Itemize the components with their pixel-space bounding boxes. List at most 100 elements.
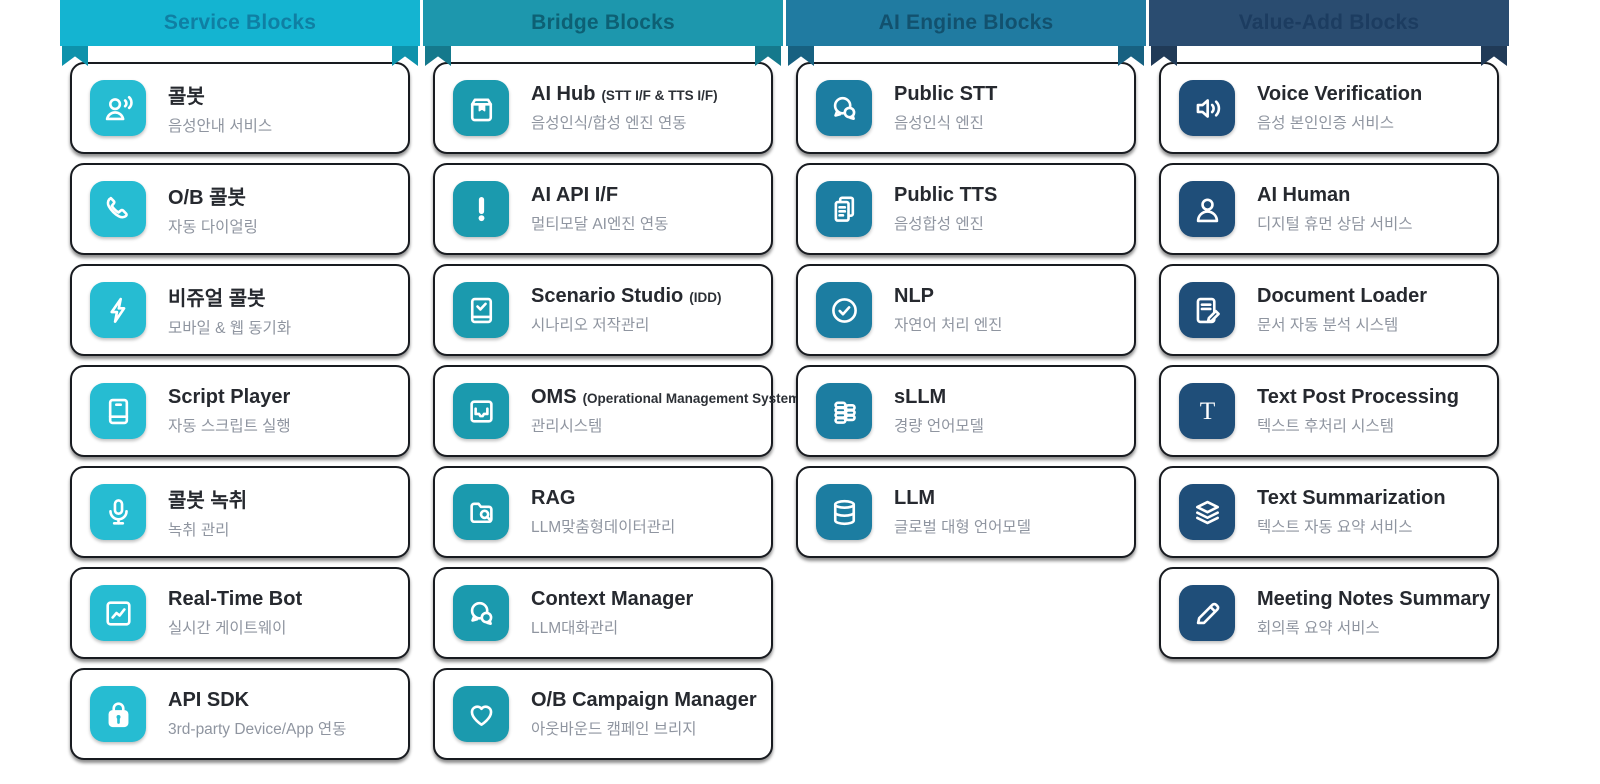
card-title-row: Text Summarization (1257, 487, 1446, 510)
card-subtitle: 녹취 관리 (168, 522, 230, 539)
agent-voice-icon (90, 80, 146, 136)
card-list: 콜봇 음성안내 서비스 O/B 콜봇 자동 다이얼링 비쥬얼 콜봇 모바일 & … (60, 62, 420, 760)
card-texts: O/B 콜봇 자동 다이얼링 (168, 181, 258, 237)
card-texts: Document Loader 문서 자동 분석 시스템 (1257, 285, 1427, 335)
card-subtitle: 경량 언어모델 (894, 418, 984, 435)
card-title: 콜봇 녹취 (168, 490, 248, 512)
card-list: Voice Verification 음성 본인인증 서비스 AI Human … (1149, 62, 1509, 659)
card: API SDK 3rd-party Device/App 연동 (70, 668, 410, 760)
checkbox-panel-icon (453, 282, 509, 338)
column-banner: Value-Add Blocks (1149, 0, 1509, 46)
card-title: Public STT (894, 83, 998, 105)
documents-icon (816, 181, 872, 237)
book-icon (90, 383, 146, 439)
card-title: Text Post Processing (1257, 386, 1459, 408)
chat-bubbles-icon (816, 80, 872, 136)
card-texts: 비쥬얼 콜봇 모바일 & 웹 동기화 (168, 282, 291, 338)
card-subtitle: 실시간 게이트웨이 (168, 620, 287, 637)
card-title-row: Public STT (894, 83, 997, 106)
card-texts: 콜봇 음성안내 서비스 (168, 80, 272, 136)
card: Meeting Notes Summary 회의록 요약 서비스 (1159, 567, 1499, 659)
card-list: Public STT 음성인식 엔진 Public TTS 음성합성 엔진 NL… (786, 62, 1146, 558)
card-subtitle: 자연어 처리 엔진 (894, 317, 1003, 334)
card-title-row: API SDK (168, 689, 346, 712)
card-subtitle: 음성안내 서비스 (168, 118, 273, 135)
card-texts: Text Post Processing 텍스트 후처리 시스템 (1257, 386, 1459, 436)
card-subtitle: 문서 자동 분석 시스템 (1257, 317, 1399, 334)
layers-icon (1179, 484, 1235, 540)
card-texts: LLM 글로벌 대형 언어모델 (894, 487, 1031, 537)
card-texts: O/B Campaign Manager 아웃바운드 캠페인 브리지 (531, 689, 757, 739)
card-texts: AI Hub (STT I/F & TTS I/F) 음성인식/합성 엔진 연동 (531, 83, 718, 133)
card-subtitle: 자동 다이얼링 (168, 219, 258, 236)
card-title-row: LLM (894, 487, 1031, 510)
card-title-suffix: (IDD) (689, 290, 722, 305)
card: LLM 글로벌 대형 언어모델 (796, 466, 1136, 558)
card-title: Text Summarization (1257, 487, 1446, 509)
card-texts: Meeting Notes Summary 회의록 요약 서비스 (1257, 588, 1490, 638)
lock-icon (90, 686, 146, 742)
card-texts: API SDK 3rd-party Device/App 연동 (168, 689, 346, 739)
column-banner-label: Service Blocks (163, 11, 317, 34)
card-texts: OMS (Operational Management System) 관리시스… (531, 386, 805, 436)
card: Text Summarization 텍스트 자동 요약 서비스 (1159, 466, 1499, 558)
card-title: 콜봇 (168, 86, 205, 108)
card-title: AI Hub (531, 83, 596, 105)
card-title-row: 콜봇 녹취 (168, 484, 247, 513)
card: AI Hub (STT I/F & TTS I/F) 음성인식/합성 엔진 연동 (433, 62, 773, 154)
card-texts: Context Manager LLM대화관리 (531, 588, 693, 638)
card-title-row: Meeting Notes Summary (1257, 588, 1490, 611)
letter-t-icon: T (1179, 383, 1235, 439)
card: AI API I/F 멀티모달 AI엔진 연동 (433, 163, 773, 255)
card-texts: Public STT 음성인식 엔진 (894, 83, 997, 133)
card-subtitle: 음성인식 엔진 (894, 115, 984, 132)
card-title-row: AI Hub (STT I/F & TTS I/F) (531, 83, 718, 106)
card-title: AI Human (1257, 184, 1351, 206)
card-title-row: AI API I/F (531, 184, 668, 207)
column-banner: AI Engine Blocks (786, 0, 1146, 46)
column-banner-label: Bridge Blocks (531, 11, 675, 34)
column-banner-label: Value-Add Blocks (1238, 11, 1420, 34)
column-banner: Bridge Blocks (423, 0, 783, 46)
pen-icon (1179, 585, 1235, 641)
card-texts: AI API I/F 멀티모달 AI엔진 연동 (531, 184, 668, 234)
card-title: Voice Verification (1257, 83, 1423, 105)
card-title-row: Real-Time Bot (168, 588, 302, 611)
card: AI Human 디지털 휴먼 상담 서비스 (1159, 163, 1499, 255)
card-title: LLM (894, 487, 936, 509)
document-edit-icon (1179, 282, 1235, 338)
card-title: Public TTS (894, 184, 998, 206)
phone-icon (90, 181, 146, 237)
card-texts: NLP 자연어 처리 엔진 (894, 285, 1002, 335)
card-title-row: 비쥬얼 콜봇 (168, 282, 291, 311)
card: Public TTS 음성합성 엔진 (796, 163, 1136, 255)
card-title: Document Loader (1257, 285, 1428, 307)
card-title-row: OMS (Operational Management System) (531, 386, 805, 409)
card-subtitle: 텍스트 후처리 시스템 (1257, 418, 1394, 435)
card: Scenario Studio (IDD) 시나리오 저작관리 (433, 264, 773, 356)
card: 비쥬얼 콜봇 모바일 & 웹 동기화 (70, 264, 410, 356)
card-title-row: O/B Campaign Manager (531, 689, 757, 712)
card-title: Scenario Studio (531, 285, 684, 307)
card-title-row: Script Player (168, 386, 291, 409)
card-subtitle: 회의록 요약 서비스 (1257, 620, 1380, 637)
card-title: Real-Time Bot (168, 588, 303, 610)
chat-bubbles-icon (453, 585, 509, 641)
card-subtitle: 시나리오 저작관리 (531, 317, 650, 334)
card-texts: sLLM 경량 언어모델 (894, 386, 984, 436)
card-subtitle: 음성인식/합성 엔진 연동 (531, 115, 687, 132)
card-subtitle: 텍스트 자동 요약 서비스 (1257, 519, 1413, 536)
card-title: Script Player (168, 386, 291, 408)
card-title-row: AI Human (1257, 184, 1413, 207)
heart-icon (453, 686, 509, 742)
card-texts: Real-Time Bot 실시간 게이트웨이 (168, 588, 302, 638)
trend-chart-icon (90, 585, 146, 641)
card-texts: Scenario Studio (IDD) 시나리오 저작관리 (531, 285, 722, 335)
card-title-row: Context Manager (531, 588, 693, 611)
card-title-row: Scenario Studio (IDD) (531, 285, 722, 308)
microphone-icon (90, 484, 146, 540)
card-subtitle: 디지털 휴먼 상담 서비스 (1257, 216, 1413, 233)
card: Public STT 음성인식 엔진 (796, 62, 1136, 154)
card-title: OMS (531, 386, 577, 408)
